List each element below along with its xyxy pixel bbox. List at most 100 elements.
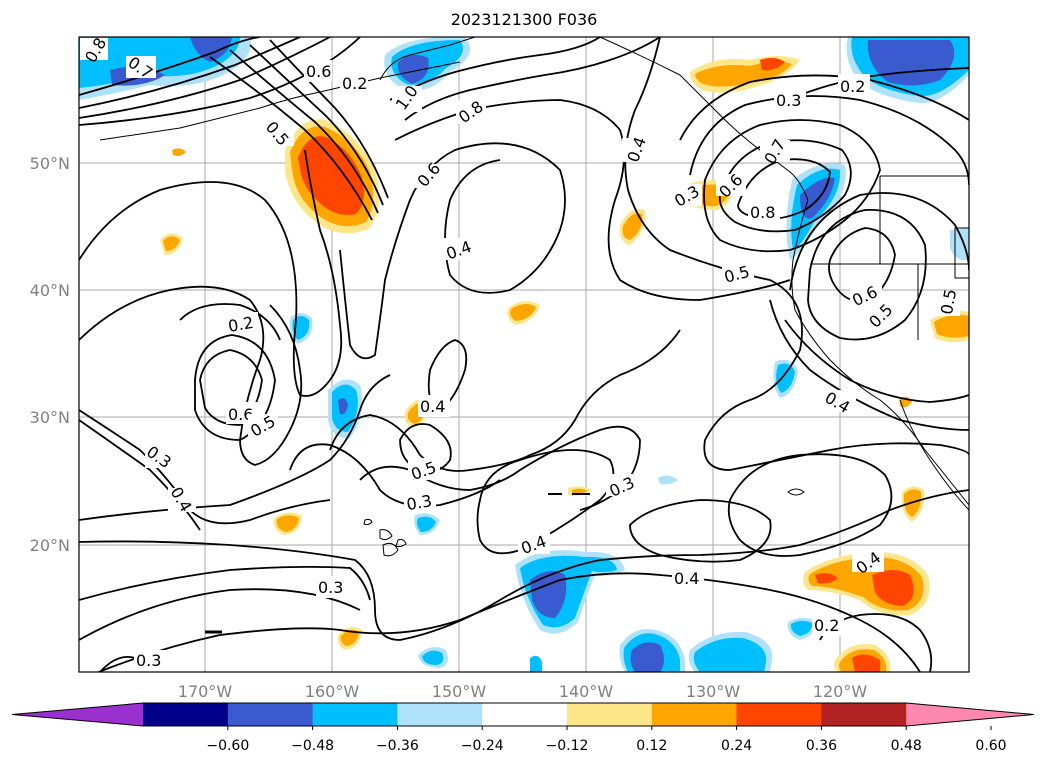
contour-line <box>79 565 371 601</box>
colorbar-segment <box>312 703 398 726</box>
colorbar-tick-label: 0.24 <box>721 738 752 754</box>
negative-region <box>397 54 429 84</box>
contour-label-bg <box>134 650 166 670</box>
contour-line <box>79 149 343 397</box>
contour-label-bg <box>456 100 486 124</box>
lon-label-160w: 160°W <box>305 682 360 701</box>
contour-label-bg <box>622 138 650 162</box>
colorbar-tick-label: 0.48 <box>891 738 922 754</box>
contour-label: 0.6 <box>306 62 331 81</box>
positive-region <box>934 314 969 338</box>
colorbar-segment <box>143 703 229 726</box>
positive-region <box>815 573 838 584</box>
island-marker <box>787 488 805 496</box>
contour-label-bg <box>760 140 790 162</box>
contour-line <box>79 489 969 641</box>
contour-label-bg <box>392 86 422 112</box>
colorbar-tick-label: 0.36 <box>806 738 837 754</box>
colorbar-tick-label: −0.60 <box>206 738 249 754</box>
colorbar-tick-label: −0.24 <box>461 738 504 754</box>
contour-label-bg <box>248 414 278 436</box>
negative-region <box>530 655 542 672</box>
contour-line <box>289 443 501 507</box>
contour-line <box>404 37 661 121</box>
colorbar-segment <box>567 703 653 726</box>
contour-label: 0.6 <box>228 405 253 424</box>
colorbar-extend-min <box>12 703 143 726</box>
contour-label-bg <box>672 184 702 206</box>
positive-region <box>172 148 186 156</box>
contour-label-bg <box>748 200 780 222</box>
contour-label-bg <box>264 122 294 146</box>
negative-region <box>422 650 444 665</box>
positive-region <box>340 629 359 646</box>
contour-line <box>807 209 927 341</box>
lon-label-170w: 170°W <box>178 682 233 701</box>
colorbar-segment <box>651 703 738 726</box>
contour-label-bg <box>408 458 440 480</box>
contour-label-bg <box>518 532 550 554</box>
contour-lines <box>79 37 969 672</box>
negative-region <box>790 620 813 636</box>
lon-label-140w: 140°W <box>559 682 614 701</box>
latitude-labels: 50°N 40°N 30°N 20°N <box>30 154 70 555</box>
lat-label-20n: 20°N <box>30 536 70 555</box>
contour-label: 0.4 <box>674 569 699 588</box>
contour-label-bg <box>812 614 844 636</box>
contour-label: 0.2 <box>840 77 865 96</box>
contour-label-bg <box>444 238 474 260</box>
contour-line <box>79 37 331 119</box>
colorbar: −0.60 −0.48 −0.36 −0.24 −0.12 0.12 0.24 0.36 0.4… <box>11 702 1035 754</box>
contour-label-bg <box>80 38 108 60</box>
contour-label-bg <box>126 56 156 78</box>
contour-line <box>679 74 969 141</box>
contour-line <box>629 499 772 563</box>
contour-label-bg <box>850 284 882 306</box>
state-border <box>954 227 969 279</box>
contour-line <box>269 39 389 199</box>
positive-region <box>298 136 364 215</box>
contour-line <box>329 329 681 472</box>
aleutian-coastline <box>99 61 461 141</box>
contour-line <box>194 334 276 441</box>
contour-label-bg <box>722 262 754 284</box>
contour-line <box>624 37 969 471</box>
contour-label-bg <box>672 568 704 590</box>
colorbar-tick-label: 0.12 <box>636 738 667 754</box>
positive-region <box>572 488 588 494</box>
contour-line <box>789 192 969 291</box>
positive-region <box>622 213 643 240</box>
colorbar-tick-label: −0.36 <box>376 738 419 754</box>
positive-anomaly-shading <box>160 56 969 672</box>
contour-label-bg <box>716 174 746 196</box>
contour-line <box>199 349 263 426</box>
contour-label: 0.3 <box>318 578 343 597</box>
negative-region <box>693 637 767 672</box>
positive-region <box>510 303 536 321</box>
contour-label-bg <box>340 72 368 94</box>
contour-label-bg <box>226 312 258 334</box>
contour-labels: 0.8 0.7 0.6 0.2 1.0 0.8 0.5 0.6 0.4 0.4 … <box>80 34 960 670</box>
contour-line <box>689 95 969 186</box>
contour-line <box>229 49 379 214</box>
colorbar-tick-label: −0.48 <box>291 738 334 754</box>
contour-line <box>179 303 281 341</box>
negative-region <box>190 37 232 62</box>
hawaii-islands <box>363 518 407 557</box>
lat-label-50n: 50°N <box>30 154 70 173</box>
colorbar-segment <box>821 703 907 726</box>
contour-label-bg <box>774 88 806 110</box>
negative-region <box>417 516 436 532</box>
contour-label-bg <box>866 304 896 326</box>
contour-line <box>339 142 566 360</box>
negative-anomaly-shading <box>79 37 969 672</box>
contour-line <box>476 449 615 555</box>
canada-coastline <box>599 37 809 201</box>
contour-line <box>784 319 969 403</box>
contour-line <box>799 67 969 96</box>
alaska-coastline <box>379 37 476 81</box>
contour-label-bg <box>414 164 442 188</box>
contour-label-bg <box>145 446 175 468</box>
colorbar-tick-label: 0.60 <box>975 738 1006 754</box>
contour-label-bg <box>932 292 960 316</box>
